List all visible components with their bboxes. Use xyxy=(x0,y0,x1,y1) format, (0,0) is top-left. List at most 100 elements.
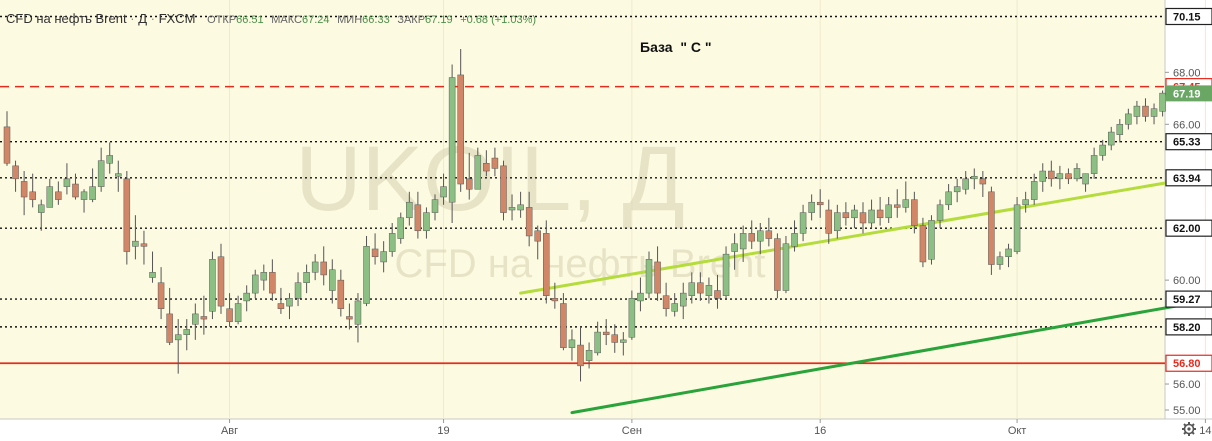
candle xyxy=(714,274,721,309)
candle xyxy=(825,199,833,244)
candle xyxy=(12,160,19,192)
candle-up-body xyxy=(106,155,113,164)
candle xyxy=(1013,197,1021,255)
candle-up-body xyxy=(971,175,978,180)
candle-up-body xyxy=(1013,204,1021,252)
candle-up-body xyxy=(423,212,430,232)
candle xyxy=(1065,168,1072,185)
candle xyxy=(269,259,276,301)
time-axis-background xyxy=(0,419,1212,441)
level-price-badge xyxy=(1165,133,1212,151)
candle xyxy=(1125,108,1132,130)
price-tick-label: 65.33 xyxy=(1173,137,1201,149)
candle-up-body xyxy=(1116,124,1124,135)
candle-up-body xyxy=(1030,181,1038,200)
chart-header: CFD на нефть Brent · Д · FXCM ОТКР66.51 … xyxy=(6,11,536,26)
candle xyxy=(705,277,713,304)
candle-up-body xyxy=(174,334,182,341)
candle xyxy=(774,233,781,299)
candle-up-body xyxy=(1082,173,1089,185)
candle xyxy=(799,204,807,242)
candle-down-body xyxy=(166,313,173,343)
candle-down-body xyxy=(1065,173,1072,180)
candle-up-body xyxy=(311,261,319,273)
candle xyxy=(217,243,225,314)
candle xyxy=(697,272,704,301)
candle-up-body xyxy=(1159,92,1166,112)
candle-down-body xyxy=(29,191,36,200)
candle xyxy=(251,269,259,299)
trend-line-lower xyxy=(570,298,1212,415)
candle xyxy=(988,186,995,275)
candle-up-body xyxy=(885,204,892,219)
low-value: 66.33 xyxy=(362,14,390,26)
candle-down-body xyxy=(876,209,884,219)
candle-up-body xyxy=(902,199,910,208)
candle-up-body xyxy=(63,178,71,187)
candle-down-body xyxy=(55,191,62,200)
candle xyxy=(363,235,370,307)
candle-down-body xyxy=(825,209,833,234)
candle-up-body xyxy=(508,207,516,211)
candle-down-body xyxy=(414,204,422,232)
candle-down-body xyxy=(465,178,473,190)
candle-up-body xyxy=(1150,108,1158,117)
candle-down-body xyxy=(157,282,165,309)
candle xyxy=(46,178,54,208)
price-tick-label: 63.94 xyxy=(1173,173,1201,185)
candle-down-body xyxy=(979,178,987,185)
candle-down-body xyxy=(1048,170,1055,180)
candle-down-body xyxy=(12,165,19,180)
candle xyxy=(517,191,524,218)
candle-up-body xyxy=(1005,248,1012,258)
price-tick-label: 55.00 xyxy=(1173,405,1201,417)
candle-up-body xyxy=(1090,155,1098,174)
level-price-badge xyxy=(1165,354,1212,372)
candle xyxy=(423,207,430,239)
trend-line-upper xyxy=(519,173,1212,295)
trend-channel xyxy=(519,173,1212,415)
candle xyxy=(508,194,516,221)
candle-up-body xyxy=(808,201,815,213)
candle xyxy=(731,233,738,270)
candle xyxy=(645,251,653,299)
watermark-name: CFD на нефть Brent xyxy=(394,242,765,286)
candle-up-body xyxy=(1133,105,1141,117)
price-tick-label: 56.80 xyxy=(1173,358,1201,370)
candle-up-body xyxy=(594,331,601,354)
candle xyxy=(893,189,901,218)
level-price-badge xyxy=(1165,219,1212,237)
candle-up-body xyxy=(620,339,627,343)
settings-gear-icon[interactable] xyxy=(1182,422,1196,436)
level-price-badge xyxy=(1165,169,1212,187)
candle-up-body xyxy=(1022,199,1029,206)
candle xyxy=(465,152,473,200)
candle xyxy=(611,324,619,353)
candle-up-body xyxy=(1039,170,1047,182)
candle xyxy=(55,181,62,205)
candle-up-body xyxy=(286,298,293,307)
candle xyxy=(543,220,550,304)
candle xyxy=(662,282,670,317)
candle xyxy=(1090,147,1098,179)
candle xyxy=(628,290,636,340)
candle xyxy=(962,171,969,195)
candle-up-body xyxy=(517,204,524,211)
candle-up-body xyxy=(294,282,302,299)
candle xyxy=(483,150,490,177)
candle-down-body xyxy=(337,279,345,309)
candle-down-body xyxy=(277,303,285,309)
candle xyxy=(132,215,139,260)
high-label: МАКС xyxy=(271,14,302,26)
candle xyxy=(226,293,233,327)
candle xyxy=(63,163,71,195)
price-tick-label: 67.19 xyxy=(1173,88,1201,100)
candle xyxy=(1082,173,1089,192)
candle-down-body xyxy=(200,316,208,320)
candle xyxy=(440,173,447,205)
candle-down-body xyxy=(3,126,11,164)
candle-down-body xyxy=(697,282,704,294)
candle-up-body xyxy=(799,212,807,234)
candle xyxy=(1005,243,1012,268)
candle-up-body xyxy=(406,201,413,219)
